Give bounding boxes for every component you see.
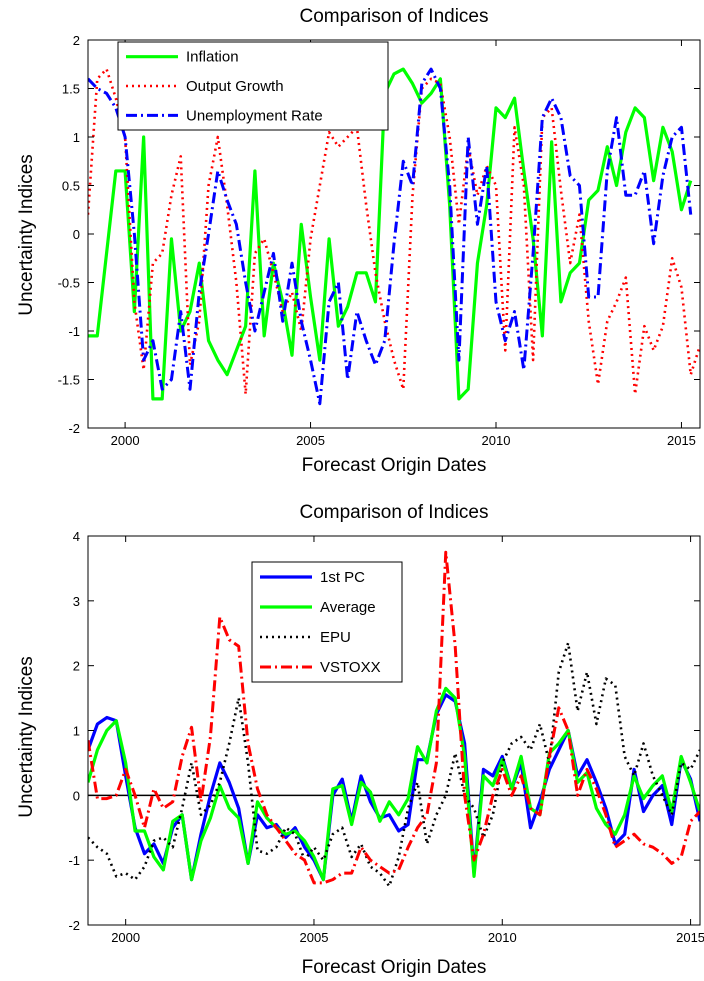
x-axis-label: Forecast Origin Dates <box>302 957 487 978</box>
series-line-vstoxx <box>88 550 700 885</box>
y-tick-label: 1 <box>73 130 80 145</box>
y-tick-label: 2 <box>73 33 80 48</box>
legend-label: VSTOXX <box>320 659 381 676</box>
legend: Inflation Output Growth Unemployment Rate <box>117 41 389 131</box>
y-tick-label: 3 <box>73 594 80 609</box>
series-lines <box>88 550 700 888</box>
x-tick-label: 2000 <box>111 433 140 448</box>
x-tick-label: 2005 <box>300 930 329 945</box>
y-tick-label: -0.5 <box>58 276 80 291</box>
y-tick-label: -1 <box>68 324 80 339</box>
x-tick-label: 2005 <box>296 433 325 448</box>
y-tick-label: 1.5 <box>62 82 80 97</box>
x-tick-label: 2010 <box>488 930 517 945</box>
legend-label: Output Growth <box>186 78 284 95</box>
legend-box <box>251 561 403 683</box>
series-line-inflation <box>88 67 693 401</box>
series-line-unemployment-rate <box>88 67 693 406</box>
x-tick-label: 2015 <box>676 930 704 945</box>
series-line-average <box>88 686 700 882</box>
y-tick-label: 1 <box>73 724 80 739</box>
x-tick-label: 2000 <box>111 930 140 945</box>
legend: 1st PC Average EPU VSTOXX <box>251 561 403 683</box>
y-tick-label: -2 <box>68 421 80 436</box>
x-tick-label: 2010 <box>482 433 511 448</box>
x-axis-label: Forecast Origin Dates <box>302 455 487 476</box>
y-tick-label: -1 <box>68 853 80 868</box>
legend-label: Unemployment Rate <box>186 107 323 124</box>
y-axis-label: Uncertainty Indices <box>16 154 37 316</box>
legend-label: Inflation <box>186 49 239 66</box>
series-lines <box>88 67 700 406</box>
x-tick-label: 2015 <box>667 433 696 448</box>
chart-title: Comparison of Indices <box>299 6 488 27</box>
y-tick-label: 0.5 <box>62 179 80 194</box>
y-axis-label: Uncertainty Indices <box>16 656 37 818</box>
legend-label: 1st PC <box>320 569 365 586</box>
chart-pc-average-epu-vstoxx: Comparison of Indices Forecast Origin Da… <box>16 502 704 978</box>
legend-label: EPU <box>320 629 351 646</box>
y-tick-label: 0 <box>73 227 80 242</box>
y-tick-label: -1.5 <box>58 373 80 388</box>
y-tick-label: -2 <box>68 918 80 933</box>
chart-inflation-output-unemployment: Comparison of Indices Forecast Origin Da… <box>16 6 701 476</box>
chart-title: Comparison of Indices <box>299 502 488 523</box>
y-tick-label: 4 <box>73 529 80 544</box>
y-tick-label: 2 <box>73 659 80 674</box>
legend-label: Average <box>320 599 376 616</box>
y-tick-label: 0 <box>73 788 80 803</box>
